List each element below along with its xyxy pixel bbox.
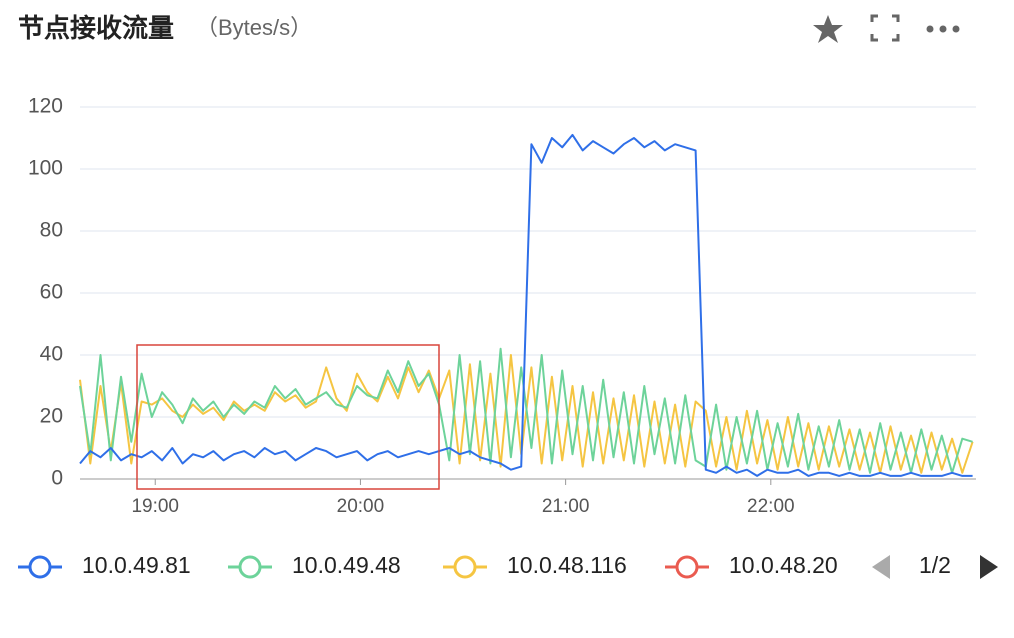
legend-item[interactable]: 10.0.48.20 [665, 552, 838, 579]
series-line [79, 133, 973, 477]
legend-page: 1/2 [919, 552, 951, 578]
legend-marker [453, 555, 477, 579]
y-tick-label: 120 [28, 95, 63, 118]
highlight-box [136, 344, 440, 490]
legend-item[interactable]: 10.0.49.48 [228, 552, 401, 579]
legend-marker [238, 555, 262, 579]
legend-label: 10.0.48.116 [507, 552, 627, 578]
chart-title: 节点接收流量 [18, 13, 174, 43]
legend-next[interactable] [980, 555, 998, 579]
chart-unit: （Bytes/s） [196, 15, 312, 40]
legend-marker [675, 555, 699, 579]
x-tick-label: 21:00 [542, 496, 590, 517]
series-line [79, 347, 973, 474]
x-tick-label: 22:00 [747, 496, 795, 517]
y-tick-label: 0 [51, 467, 63, 490]
x-tick-label: 20:00 [337, 496, 385, 517]
star-icon[interactable] [813, 15, 843, 43]
x-tick-label: 19:00 [131, 496, 179, 517]
plot-area: 0 20 40 60 80 100 120 19:00 20:00 21:00 22:00 [28, 95, 976, 517]
y-tick-label: 60 [40, 281, 63, 304]
y-tick-label: 20 [40, 405, 63, 428]
legend-item[interactable]: 10.0.48.116 [443, 552, 627, 579]
legend: 10.0.49.81 10.0.49.48 10.0.48.116 10.0.48.2… [18, 552, 838, 579]
y-tick-label: 40 [40, 343, 63, 366]
legend-label: 10.0.49.48 [292, 552, 401, 578]
more-icon[interactable] [926, 25, 960, 33]
y-tick-label: 100 [28, 157, 63, 180]
legend-prev[interactable] [872, 555, 890, 579]
legend-item[interactable]: 10.0.49.81 [18, 552, 191, 579]
legend-label: 10.0.49.81 [82, 552, 191, 578]
y-tick-label: 80 [40, 219, 63, 242]
legend-label: 10.0.48.20 [729, 552, 838, 578]
legend-marker [28, 555, 52, 579]
fullscreen-icon[interactable] [870, 14, 900, 42]
